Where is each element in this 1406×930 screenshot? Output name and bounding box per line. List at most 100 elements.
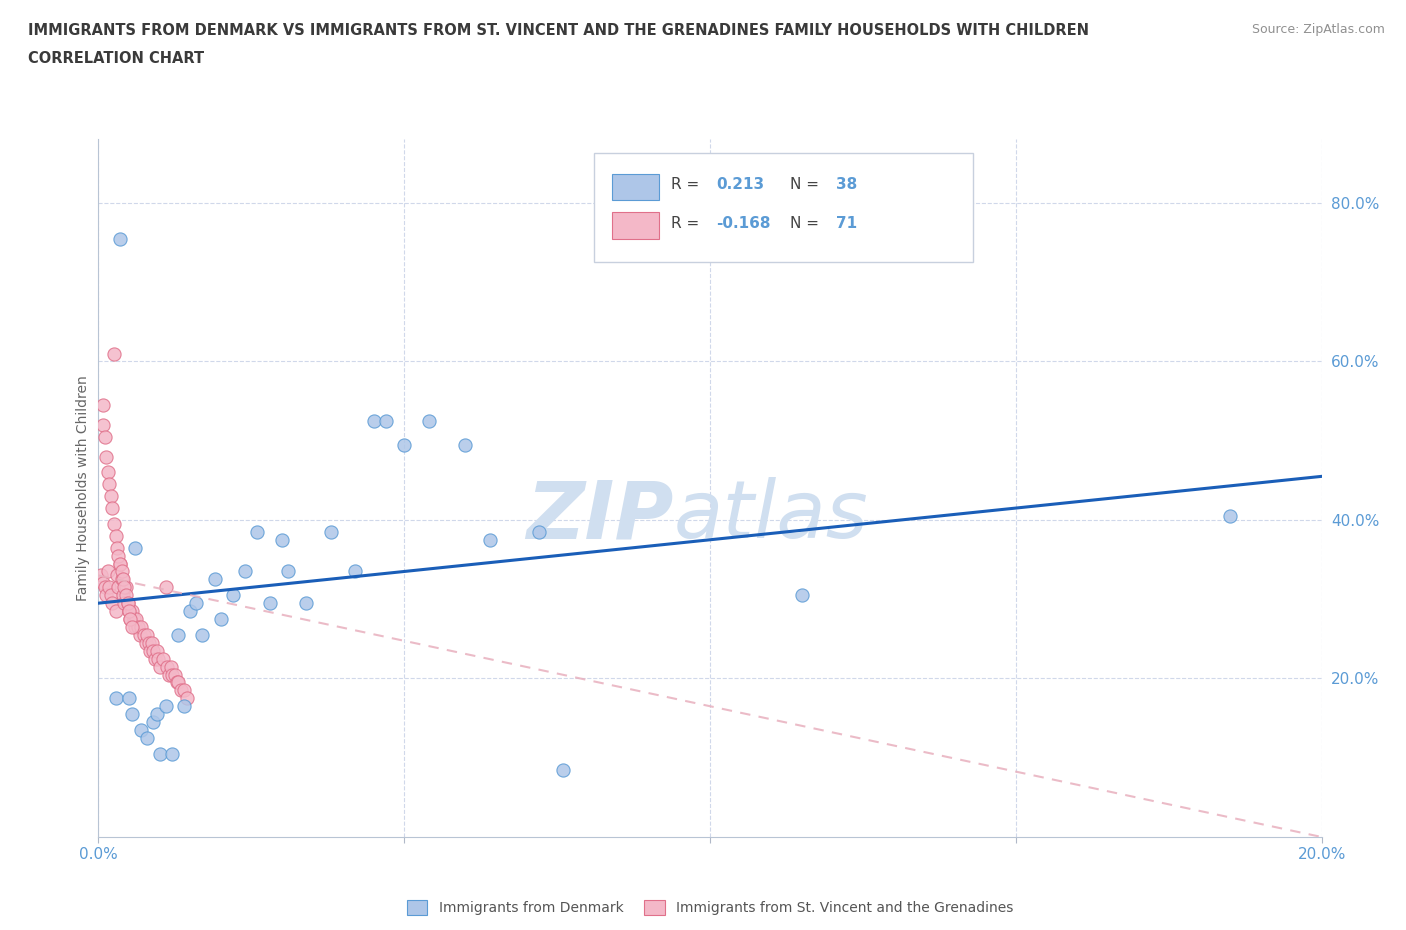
Point: [127, 619, 149, 634]
Point: [163, 667, 186, 682]
Point: [138, 635, 160, 650]
Point: [100, 588, 122, 603]
Point: [139, 644, 162, 658]
Point: [112, 596, 135, 611]
Point: [173, 683, 195, 698]
Point: [149, 659, 172, 674]
FancyBboxPatch shape: [593, 153, 973, 261]
Point: [790, 588, 813, 603]
Point: [107, 580, 129, 595]
Text: R =: R =: [671, 216, 704, 231]
Point: [101, 500, 124, 515]
Point: [115, 580, 138, 595]
Text: IMMIGRANTS FROM DENMARK VS IMMIGRANTS FROM ST. VINCENT AND THE GRENADINES FAMILY: IMMIGRANTS FROM DENMARK VS IMMIGRANTS FR…: [28, 23, 1090, 38]
Y-axis label: Family Households with Children: Family Households with Children: [76, 376, 90, 601]
Point: [124, 540, 146, 555]
Point: [91, 576, 114, 591]
Point: [94, 449, 117, 464]
Text: 0.213: 0.213: [716, 178, 765, 193]
Point: [111, 572, 134, 587]
Point: [134, 628, 156, 643]
Point: [104, 604, 127, 618]
Point: [104, 528, 127, 543]
Point: [100, 489, 122, 504]
Legend: Immigrants from Denmark, Immigrants from St. Vincent and the Grenadines: Immigrants from Denmark, Immigrants from…: [401, 895, 1019, 921]
Point: [101, 596, 124, 611]
Point: [418, 414, 440, 429]
Point: [170, 683, 193, 698]
Point: [125, 612, 148, 627]
Point: [454, 437, 477, 452]
Point: [117, 596, 139, 611]
Point: [112, 580, 135, 595]
Point: [209, 612, 232, 627]
Point: [103, 346, 125, 361]
Point: [97, 564, 120, 578]
Text: CORRELATION CHART: CORRELATION CHART: [28, 51, 204, 66]
Point: [118, 604, 141, 618]
Point: [155, 698, 177, 713]
Point: [129, 619, 152, 634]
Point: [111, 588, 134, 603]
Point: [103, 516, 125, 531]
Point: [94, 588, 117, 603]
Point: [120, 612, 142, 627]
Point: [118, 691, 141, 706]
Point: [204, 572, 226, 587]
Point: [191, 628, 214, 643]
Point: [105, 540, 128, 555]
Point: [121, 707, 143, 722]
Point: [167, 675, 190, 690]
Point: [277, 564, 299, 578]
Point: [108, 232, 131, 246]
FancyBboxPatch shape: [612, 174, 658, 200]
Point: [222, 588, 245, 603]
Point: [104, 691, 127, 706]
Point: [90, 568, 112, 583]
Point: [97, 465, 120, 480]
Text: R =: R =: [671, 178, 704, 193]
Point: [145, 707, 167, 722]
Point: [135, 635, 157, 650]
Point: [149, 747, 172, 762]
Point: [142, 644, 165, 658]
Point: [392, 437, 416, 452]
Text: -0.168: -0.168: [716, 216, 770, 231]
Point: [98, 580, 121, 595]
Point: [136, 628, 159, 643]
Point: [152, 651, 174, 666]
Point: [319, 525, 342, 539]
Text: 71: 71: [837, 216, 858, 231]
Point: [129, 723, 152, 737]
Point: [91, 418, 114, 432]
Point: [121, 604, 143, 618]
Point: [107, 548, 129, 563]
Point: [118, 604, 141, 618]
Point: [155, 580, 177, 595]
Text: 38: 38: [837, 178, 858, 193]
Point: [111, 564, 134, 578]
Point: [111, 572, 134, 587]
Text: atlas: atlas: [673, 477, 868, 555]
Point: [115, 588, 138, 603]
Point: [259, 596, 281, 611]
Point: [98, 477, 121, 492]
Point: [160, 747, 183, 762]
Point: [148, 651, 170, 666]
Point: [553, 763, 575, 777]
Point: [122, 612, 145, 627]
Point: [129, 628, 152, 643]
Point: [121, 619, 143, 634]
Point: [186, 596, 208, 611]
Point: [124, 619, 146, 634]
Point: [295, 596, 318, 611]
Point: [527, 525, 550, 539]
Point: [176, 691, 198, 706]
Point: [91, 398, 114, 413]
Text: N =: N =: [790, 216, 824, 231]
Point: [93, 580, 115, 595]
Point: [344, 564, 367, 578]
Text: ZIP: ZIP: [526, 477, 673, 555]
Point: [160, 667, 183, 682]
Point: [166, 675, 188, 690]
